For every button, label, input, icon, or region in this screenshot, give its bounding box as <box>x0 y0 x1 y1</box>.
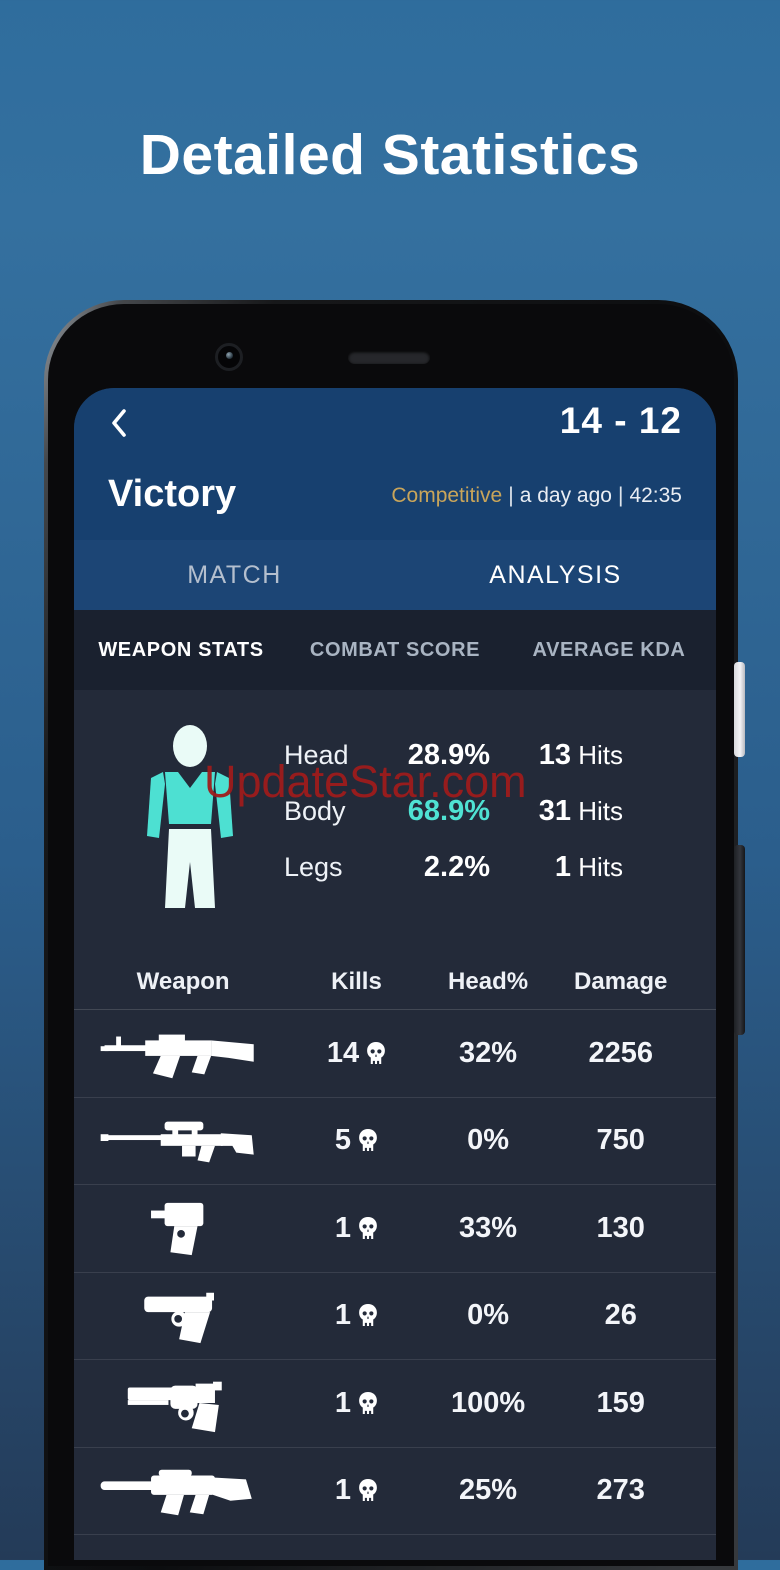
weapon-table: Weapon Kills Head% Damage 14 <box>74 954 716 1535</box>
skull-icon <box>359 1391 377 1414</box>
hit-row-hits: 31 Hits <box>538 794 623 827</box>
earpiece-speaker <box>348 351 430 364</box>
damage-cell: 130 <box>596 1211 645 1244</box>
subtab-combat-score[interactable]: COMBAT SCORE <box>309 638 481 661</box>
skull-icon <box>359 1304 377 1327</box>
column-kills: Kills <box>331 967 382 995</box>
headpct-cell: 32% <box>459 1036 518 1069</box>
kills-cell: 1 <box>335 1387 378 1420</box>
phone-mockup: 14 - 12 Victory Competitive | a day ago | 42… <box>44 300 745 1570</box>
damage-cell: 26 <box>604 1299 637 1332</box>
hit-row-label: Legs <box>284 851 343 882</box>
table-row: 1 0% 26 <box>74 1273 716 1360</box>
power-button <box>734 662 745 757</box>
headpct-cell: 25% <box>459 1474 518 1507</box>
table-row: 14 32% 2256 <box>74 1010 716 1098</box>
skull-icon <box>359 1129 377 1152</box>
body-figure-icon <box>147 725 233 908</box>
damage-cell: 159 <box>596 1386 645 1419</box>
kills-cell: 5 <box>335 1124 378 1157</box>
skull-icon <box>367 1041 385 1064</box>
skull-icon <box>359 1216 377 1239</box>
table-row: 5 0% 750 <box>74 1098 716 1185</box>
tab-match[interactable]: MATCH <box>187 560 282 589</box>
kills-cell: 14 <box>327 1037 386 1070</box>
headpct-cell: 0% <box>467 1124 510 1157</box>
watermark: UpdateStar.com <box>204 756 527 807</box>
back-icon[interactable] <box>106 408 132 438</box>
hit-row-percent: 28.9% <box>407 738 490 771</box>
subtab-average-kda[interactable]: AVERAGE KDA <box>532 638 686 661</box>
tab-analysis[interactable]: ANALYSIS <box>489 560 622 589</box>
main-tabs: MATCH ANALYSIS <box>74 540 716 610</box>
suppressed-rifle-icon <box>100 1469 252 1515</box>
hit-row-label: Body <box>284 795 346 826</box>
headpct-cell: 100% <box>450 1386 526 1419</box>
column-weapon: Weapon <box>136 967 230 995</box>
weapon-table-header: Weapon Kills Head% Damage <box>74 954 716 1010</box>
app-screen: 14 - 12 Victory Competitive | a day ago | 42… <box>74 388 716 1560</box>
meta-separator: | <box>617 484 624 507</box>
damage-cell: 750 <box>596 1124 645 1157</box>
hit-distribution-section: Head 28.9% 13 Hits Body 68.9% 31 Hits Le… <box>74 690 716 940</box>
match-age: a day ago <box>519 484 612 507</box>
revolver-icon <box>127 1381 222 1433</box>
column-damage: Damage <box>574 967 668 995</box>
kills-cell: 1 <box>335 1212 378 1245</box>
volume-rocker <box>734 845 745 1035</box>
match-duration: 42:35 <box>629 484 682 507</box>
hit-row-hits: 13 Hits <box>538 738 623 771</box>
hit-stats-list: Head 28.9% 13 Hits Body 68.9% 31 Hits Le… <box>284 738 623 884</box>
match-header: 14 - 12 Victory Competitive | a day ago | 42… <box>74 388 716 540</box>
match-meta: Competitive | a day ago | 42:35 <box>391 484 682 508</box>
damage-cell: 273 <box>596 1474 645 1507</box>
headpct-cell: 0% <box>467 1299 510 1332</box>
front-camera <box>215 343 243 371</box>
sniper-rifle-icon <box>100 1121 254 1163</box>
assault-rifle-icon <box>100 1034 254 1079</box>
pistol-icon <box>144 1292 215 1343</box>
match-result: Victory <box>108 473 237 515</box>
subtab-weapon-stats[interactable]: WEAPON STATS <box>98 638 264 661</box>
phone-bezel: 14 - 12 Victory Competitive | a day ago | 42… <box>48 304 734 1566</box>
meta-separator: | <box>508 484 514 507</box>
hit-row-percent: 2.2% <box>423 850 490 883</box>
match-mode: Competitive <box>391 484 503 507</box>
table-row: 1 25% 273 <box>74 1448 716 1535</box>
skull-icon <box>359 1479 377 1502</box>
machine-pistol-icon <box>151 1203 204 1256</box>
page-title: Detailed Statistics <box>139 123 641 187</box>
hit-row-percent: 68.9% <box>407 794 490 827</box>
column-headpct: Head% <box>448 967 529 995</box>
match-score: 14 - 12 <box>559 400 682 441</box>
camera-lens <box>226 352 233 359</box>
kills-cell: 1 <box>335 1299 378 1332</box>
hit-row-label: Head <box>284 739 349 770</box>
headpct-cell: 33% <box>459 1211 518 1244</box>
damage-cell: 2256 <box>588 1036 653 1069</box>
table-row: 1 100% 159 <box>74 1360 716 1448</box>
hit-row-hits: 1 Hits <box>554 850 623 883</box>
analysis-subtabs: WEAPON STATS COMBAT SCORE AVERAGE KDA <box>74 610 716 690</box>
table-row: 1 33% 130 <box>74 1185 716 1273</box>
kills-cell: 1 <box>335 1474 378 1507</box>
